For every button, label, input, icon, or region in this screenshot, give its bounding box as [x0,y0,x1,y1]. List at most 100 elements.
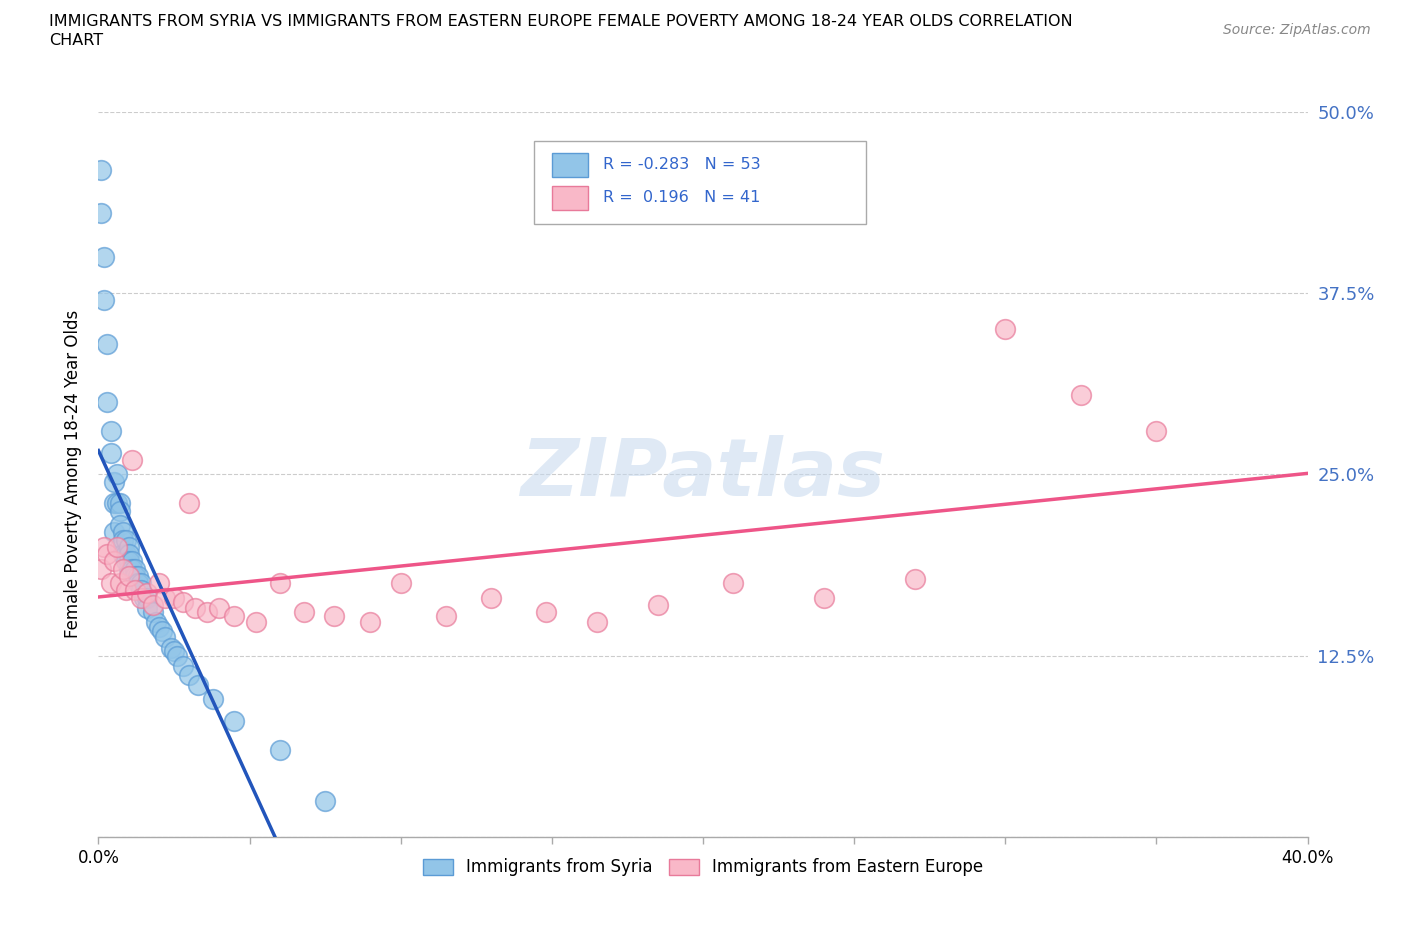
Point [93,539,115,554]
Point [129,591,152,605]
Point [389,576,412,591]
Point [994,322,1017,337]
Point [534,604,557,619]
Point [93,249,115,264]
Point [124,561,146,576]
Point [111,561,134,576]
Point [121,561,143,576]
Point [360,615,382,630]
Point [127,576,149,591]
Point [108,518,131,533]
Point [118,547,141,562]
Point [314,793,336,808]
Point [111,547,134,562]
Point [111,525,134,539]
Point [100,445,122,460]
Point [160,641,183,656]
Point [224,713,246,728]
Point [723,576,745,591]
Point [245,615,267,630]
Point [813,591,835,605]
Point [129,576,152,591]
Point [153,630,176,644]
Point [150,623,173,638]
Point [96,547,118,562]
Y-axis label: Female Poverty Among 18-24 Year Olds: Female Poverty Among 18-24 Year Olds [63,311,82,638]
Point [135,586,157,601]
Point [90,561,112,576]
Point [121,554,143,569]
Point [172,658,194,673]
FancyBboxPatch shape [551,186,588,209]
Point [118,568,141,583]
Point [100,423,122,438]
Point [163,644,186,658]
Point [108,503,131,518]
Text: Source: ZipAtlas.com: Source: ZipAtlas.com [1223,23,1371,37]
Point [132,591,155,605]
Point [103,525,125,539]
Point [135,601,157,616]
Point [108,576,131,591]
Point [224,609,246,624]
Point [179,496,201,511]
Point [108,539,131,554]
FancyBboxPatch shape [551,153,588,177]
Point [124,583,146,598]
Point [586,615,609,630]
Point [269,742,291,757]
Point [904,571,927,586]
Point [114,532,136,547]
Point [118,539,141,554]
Text: ZIPatlas: ZIPatlas [520,435,886,513]
Point [292,604,315,619]
Point [114,547,136,562]
Point [90,162,112,177]
Point [127,568,149,583]
Point [93,293,115,308]
Point [148,576,170,591]
Point [145,615,167,630]
Point [103,496,125,511]
Point [481,591,503,605]
Point [195,604,218,619]
Text: CHART: CHART [49,33,103,47]
Point [647,597,669,612]
Point [166,648,188,663]
Point [108,496,131,511]
Point [202,692,225,707]
Point [269,576,291,591]
Point [124,568,146,583]
Text: R = -0.283   N = 53: R = -0.283 N = 53 [603,157,761,172]
Point [208,601,231,616]
Text: IMMIGRANTS FROM SYRIA VS IMMIGRANTS FROM EASTERN EUROPE FEMALE POVERTY AMONG 18-: IMMIGRANTS FROM SYRIA VS IMMIGRANTS FROM… [49,14,1073,29]
Point [105,539,128,554]
Point [153,591,176,605]
Point [323,609,346,624]
Point [105,496,128,511]
Point [184,601,207,616]
FancyBboxPatch shape [534,140,866,224]
Point [179,667,201,682]
Point [114,554,136,569]
Point [142,604,165,619]
Point [118,554,141,569]
Point [111,532,134,547]
Point [187,677,209,692]
Point [148,619,170,634]
Point [121,452,143,467]
Point [434,609,457,624]
Point [103,474,125,489]
Point [105,467,128,482]
Point [118,561,141,576]
Point [96,394,118,409]
Point [129,583,152,598]
Point [103,554,125,569]
Point [135,591,157,605]
Point [96,337,118,352]
Point [163,591,186,605]
Point [1144,423,1167,438]
Legend: Immigrants from Syria, Immigrants from Eastern Europe: Immigrants from Syria, Immigrants from E… [416,852,990,883]
Text: R =  0.196   N = 41: R = 0.196 N = 41 [603,190,761,205]
Point [172,594,194,609]
